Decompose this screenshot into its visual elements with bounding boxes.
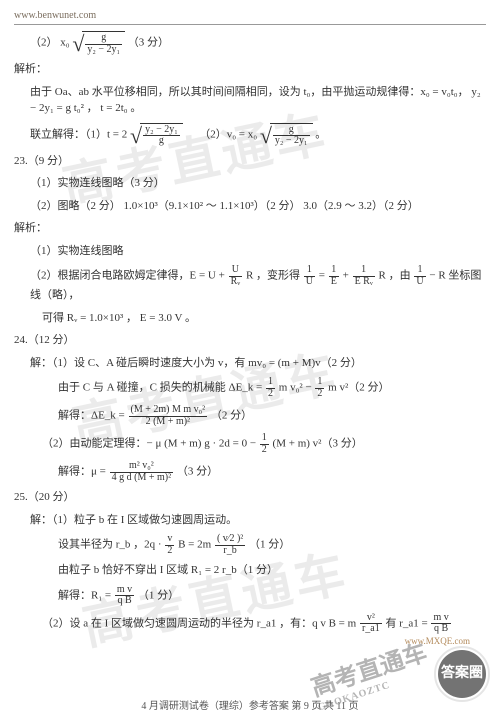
q23-a3: 可得 Rᵥ = 1.0×10³ ， E = 3.0 V 。 [14,310,486,327]
q24-header: 24.（12 分） [14,332,486,349]
q22-explain-label: 解析： [14,61,486,78]
q25-header: 25.（20 分） [14,489,486,506]
q24l4-prefix: （2）由动能定理得：− μ (M + m) g · 2d = 0 − [42,438,259,450]
q22b-prefix: 联立解得：（1）t = 2 [30,128,127,140]
q25-l4: 解得：R₁ = m vq B （1 分） [14,585,486,607]
q22-explain-b: 联立解得：（1）t = 2 √ y₂ − 2y₁ g （2）v₀ = x₀ √ … [14,123,486,147]
q24l4-fd: 2 [260,444,269,456]
q25l2-end: （1 分） [249,539,290,551]
q23a2-m1: R ，变形得 [246,270,303,282]
q23-a2: （2）根据闭合电路欧姆定律得，E = U + URᵥ R ，变形得 1U = 1… [14,265,486,304]
q25l2-prefix: 设其半径为 r_b ，2q · [58,539,164,551]
answer-badge: 答案圈 [438,650,486,698]
q25l5-prefix: （2）设 a 在 I 区域做匀速圆周运动的半径为 r_a1 ，有：q v B =… [42,617,359,629]
q23a2-f5n: 1 [414,265,425,276]
q22b-end: 。 [315,128,326,140]
q24-l2: 由于 C 与 A 碰撞，C 损失的机械能 ΔE_k = 12 m v₀² − 1… [14,377,486,399]
q24l2-f1n: 1 [266,377,275,388]
q25l5-fn: v² [360,613,382,624]
q23-a1: （1）实物连线图略 [14,243,486,260]
q25l2-f1n: v [165,534,174,545]
q25-l1: 解：（1）粒子 b 在 I 区域做匀速圆周运动。 [14,512,486,529]
q24-l4: （2）由动能定理得：− μ (M + m) g · 2d = 0 − 12 (M… [14,433,486,455]
q24l3-end: （2 分） [211,410,252,422]
q24l4-fn: 1 [260,433,269,444]
q25l2-f2n: ( v⁄2 )² [215,534,245,545]
q22b-sqrt1: √ y₂ − 2y₁ g [130,123,183,147]
q24l2-f2n: 1 [315,377,324,388]
q23-header: 23.（9 分） [14,153,486,170]
page-footer: 4 月调研测试卷（理综）参考答案 第 9 页 共 11 页 [0,697,500,712]
q25-l5: （2）设 a 在 I 区域做匀速圆周运动的半径为 r_a1 ，有：q v B =… [14,613,486,635]
q25l5-f2n: m v [431,613,450,624]
q24l5-fn: m² v₀² [110,461,173,472]
q23a2-m3: + [343,270,352,282]
q23a2-f5d: U [414,276,425,288]
q22b-f1d: g [143,135,180,147]
q24l2-f1d: 2 [266,388,275,400]
q22b-sqrt2: √ g y₂ − 2y₁ [260,123,313,147]
q22-frac-den: y₂ − 2y₁ [85,44,122,56]
page: www.benwunet.com （2） x₀ √ g y₂ − 2y₁ （3 … [0,0,500,722]
q22-sqrt: √ g y₂ − 2y₁ [72,31,125,55]
q23a2-f1n: U [229,265,243,276]
q25l2-f1d: 2 [165,545,174,557]
q22-part2: （2） x₀ √ g y₂ − 2y₁ （3 分） [14,31,486,55]
q25l4-end: （1 分） [138,589,179,601]
page-header-url: www.benwunet.com [14,8,486,25]
q25l2-f2d: r_b [215,545,245,557]
q25-l3: 由粒子 b 恰好不穿出 I 区域 R₁ = 2 r_b（1 分） [14,562,486,579]
q23a2-f4d: E Rᵥ [353,276,375,288]
q24-l3: 解得：ΔE_k = (M + 2m) M m v₀²2 (M + m)² （2 … [14,405,486,427]
q24l3-prefix: 解得：ΔE_k = [58,410,128,422]
q22b-f2d: y₂ − 2y₁ [273,135,310,147]
q25l5-f2d: q B [431,623,450,635]
q23a2-m2: = [319,270,328,282]
q24l5-end: （3 分） [177,466,218,478]
q23a2-f3d: E [329,276,339,288]
q23-explain-label: 解析： [14,220,486,237]
q24l3-fd: 2 (M + m)² [129,416,208,428]
q22b-f1n: y₂ − 2y₁ [143,125,180,136]
q25l5-fd: r_a1 [360,623,382,635]
q23-p1: （1）实物连线图略（3 分） [14,175,486,192]
q25l5-mid: 有 r_a1 = [385,617,430,629]
q22-label: （2） [30,37,58,49]
badge-ring-icon [434,646,490,702]
q25l2-mid: B = 2m [178,539,214,551]
q23a2-f2n: 1 [304,265,315,276]
q23a2-f2d: U [304,276,315,288]
q25l4-prefix: 解得：R₁ = [58,589,114,601]
q24l4-end: (M + m) v²（3 分） [273,438,363,450]
q24l5-fd: 4 g d (M + m)² [110,472,173,484]
q22-frac-num: g [85,33,122,44]
q23-p2: （2）图略（2 分） 1.0×10³（9.1×10² ～ 1.1×10³）（2 … [14,198,486,215]
q24-l1: 解：（1）设 C、A 碰后瞬时速度大小为 v，有 mv₀ = (m + M)v（… [14,355,486,372]
q25l4-fn: m v [115,585,134,596]
q22-score: （3 分） [128,37,169,49]
stamp-main: 高考直通车 [308,640,430,702]
q23a2-f1d: Rᵥ [229,276,243,288]
q24-l5: 解得：μ = m² v₀²4 g d (M + m)² （3 分） [14,461,486,483]
q22-explain-a: 由于 Oa、ab 水平位移相同，所以其时间间隔相同，设为 t₀，由平抛运动规律得… [14,84,486,117]
q22-x0: x₀ [60,37,69,49]
q24l2-prefix: 由于 C 与 A 碰撞，C 损失的机械能 ΔE_k = [58,382,265,394]
q25-l2: 设其半径为 r_b ，2q · v2 B = 2m ( v⁄2 )²r_b （1… [14,534,486,556]
q23a2-prefix: （2）根据闭合电路欧姆定律得，E = U + [30,270,228,282]
q24l2-f2d: 2 [315,388,324,400]
q25l4-fd: q B [115,595,134,607]
site-label: www.MXQE.com [405,636,470,646]
q22b-mid: （2）v₀ = x₀ [199,128,257,140]
q24l3-fn: (M + 2m) M m v₀² [129,405,208,416]
q23a2-m4: R ，由 [379,270,414,282]
q23a2-f3n: 1 [329,265,339,276]
q23a2-f4n: 1 [353,265,375,276]
q22b-f2n: g [273,125,310,136]
q24l5-prefix: 解得：μ = [58,466,109,478]
q24l2-m1: m v₀² − [279,382,315,394]
q24l2-end: m v²（2 分） [328,382,389,394]
